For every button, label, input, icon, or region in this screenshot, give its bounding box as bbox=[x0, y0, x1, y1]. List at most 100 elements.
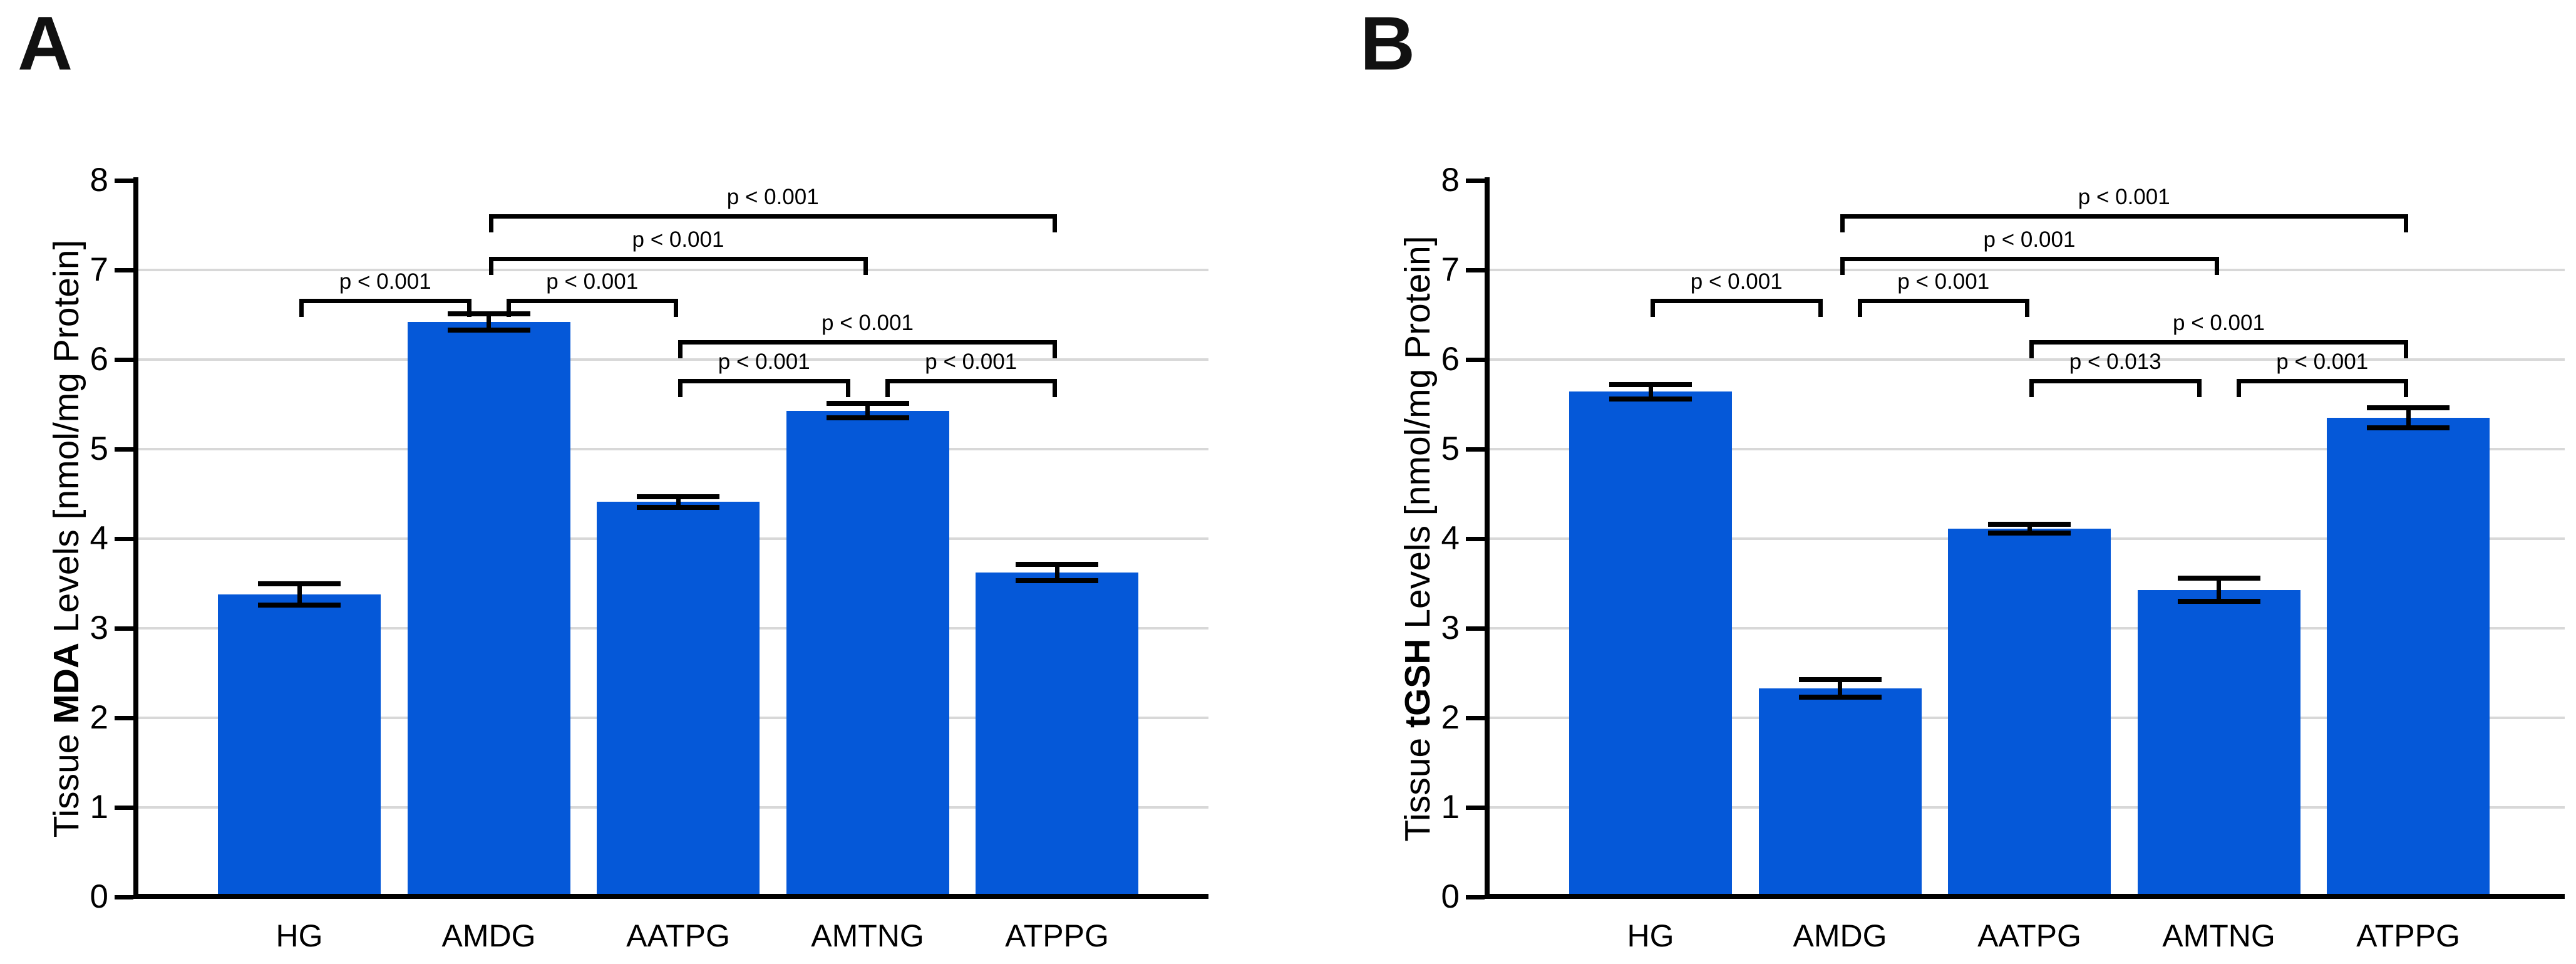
error-bar-line bbox=[1648, 385, 1653, 399]
significance-bracket-end bbox=[674, 298, 678, 317]
y-axis-tick-label: 1 bbox=[1441, 789, 1460, 826]
bar-aatpg bbox=[1948, 529, 2111, 894]
significance-p-label: p < 0.001 bbox=[632, 227, 724, 252]
significance-bracket-end bbox=[863, 256, 868, 275]
bar-aatpg bbox=[597, 502, 760, 894]
y-axis-tick-label: 0 bbox=[1441, 878, 1460, 915]
error-bar-cap bbox=[1988, 531, 2071, 536]
significance-p-label: p < 0.001 bbox=[726, 185, 819, 210]
x-axis-category-label: AATPG bbox=[1977, 918, 2081, 953]
x-axis-category-label: AMTNG bbox=[811, 918, 924, 953]
y-axis-tick-label: 4 bbox=[1441, 520, 1460, 557]
x-axis-category-label: AATPG bbox=[626, 918, 730, 953]
y-axis-tick-label: 2 bbox=[1441, 699, 1460, 736]
error-bar-cap bbox=[1609, 382, 1692, 388]
x-axis-category-label: HG bbox=[276, 918, 323, 953]
y-axis-line bbox=[1485, 177, 1490, 899]
bar-amdg bbox=[1758, 688, 1922, 894]
significance-p-label: p < 0.001 bbox=[1897, 269, 1990, 294]
y-axis-tick bbox=[1466, 537, 1485, 541]
error-bar-cap bbox=[258, 602, 341, 608]
significance-bracket-end bbox=[1840, 256, 1845, 275]
y-axis-tick bbox=[1466, 806, 1485, 810]
error-bar-line bbox=[487, 314, 491, 330]
y-axis-tick bbox=[115, 806, 133, 810]
significance-bracket-end bbox=[845, 379, 850, 398]
gridline bbox=[1490, 269, 2565, 271]
error-bar-cap bbox=[2177, 575, 2260, 581]
error-bar-cap bbox=[1798, 695, 1882, 700]
significance-bracket bbox=[299, 298, 471, 303]
significance-bracket-end bbox=[2404, 339, 2408, 358]
significance-bracket-end bbox=[678, 379, 683, 398]
bar-atppg bbox=[2327, 417, 2490, 894]
error-bar-line bbox=[676, 496, 681, 507]
error-bar-cap bbox=[447, 327, 530, 333]
y-axis-tick bbox=[115, 358, 133, 362]
significance-bracket-end bbox=[488, 256, 493, 275]
y-axis-tick-label: 7 bbox=[1441, 251, 1460, 288]
significance-bracket-end bbox=[299, 298, 304, 317]
significance-bracket bbox=[678, 379, 850, 384]
y-axis-tick-label: 5 bbox=[1441, 430, 1460, 467]
significance-bracket-end bbox=[488, 214, 493, 233]
bar-amdg bbox=[407, 321, 570, 894]
significance-bracket-end bbox=[2214, 256, 2219, 275]
y-axis-tick-label: 6 bbox=[1441, 341, 1460, 378]
x-axis-category-label: ATPPG bbox=[1005, 918, 1109, 953]
significance-bracket bbox=[2029, 379, 2202, 384]
error-bar-line bbox=[865, 403, 870, 418]
error-bar-cap bbox=[2367, 425, 2450, 430]
bar-amtng bbox=[786, 410, 949, 894]
significance-bracket bbox=[885, 379, 1057, 384]
significance-bracket-end bbox=[1651, 298, 1655, 317]
y-axis-tick bbox=[1466, 268, 1485, 272]
error-bar-cap bbox=[637, 494, 719, 499]
significance-bracket bbox=[1840, 214, 2408, 219]
significance-bracket bbox=[488, 214, 1057, 219]
y-axis-tick bbox=[1466, 626, 1485, 631]
gridline bbox=[1490, 358, 2565, 361]
significance-bracket-end bbox=[1053, 339, 1057, 358]
gridline bbox=[138, 269, 1208, 271]
y-title-prefix: Tissue bbox=[1398, 728, 1438, 842]
significance-bracket-end bbox=[506, 298, 511, 317]
y-axis-tick-label: 8 bbox=[90, 162, 108, 199]
x-axis-line bbox=[133, 894, 1208, 899]
significance-p-label: p < 0.001 bbox=[1690, 269, 1783, 294]
error-bar-cap bbox=[1016, 578, 1098, 584]
significance-bracket-end bbox=[1053, 214, 1057, 233]
y-axis-tick-label: 5 bbox=[90, 430, 108, 467]
significance-bracket-end bbox=[1053, 379, 1057, 398]
significance-bracket-end bbox=[2197, 379, 2202, 398]
significance-p-label: p < 0.001 bbox=[822, 310, 914, 335]
y-axis-tick bbox=[115, 447, 133, 452]
x-axis-category-label: ATPPG bbox=[2356, 918, 2460, 953]
y-axis-tick-label: 1 bbox=[90, 789, 108, 826]
error-bar-line bbox=[2027, 524, 2032, 534]
y-axis-tick-label: 7 bbox=[90, 251, 108, 288]
error-bar-line bbox=[1054, 564, 1059, 581]
significance-bracket-end bbox=[678, 339, 683, 358]
y-axis-tick-label: 6 bbox=[90, 341, 108, 378]
error-bar-cap bbox=[1798, 676, 1882, 682]
x-axis-category-label: AMTNG bbox=[2162, 918, 2275, 953]
y-axis-tick bbox=[115, 626, 133, 631]
y-axis-tick bbox=[115, 268, 133, 272]
significance-bracket bbox=[2236, 379, 2408, 384]
significance-bracket bbox=[1840, 256, 2219, 261]
significance-bracket-end bbox=[885, 379, 890, 398]
error-bar-cap bbox=[1016, 562, 1098, 568]
significance-p-label: p < 0.001 bbox=[546, 269, 639, 294]
gridline bbox=[138, 358, 1208, 361]
significance-p-label: p < 0.001 bbox=[925, 350, 1018, 375]
y-axis-tick bbox=[115, 537, 133, 541]
significance-bracket-end bbox=[1840, 214, 1845, 233]
error-bar-cap bbox=[637, 504, 719, 510]
error-bar-cap bbox=[447, 311, 530, 317]
x-axis-category-label: AMDG bbox=[441, 918, 536, 953]
significance-p-label: p < 0.001 bbox=[1983, 227, 2076, 252]
panel-a-letter: A bbox=[18, 1, 73, 86]
significance-bracket-end bbox=[2236, 379, 2241, 398]
